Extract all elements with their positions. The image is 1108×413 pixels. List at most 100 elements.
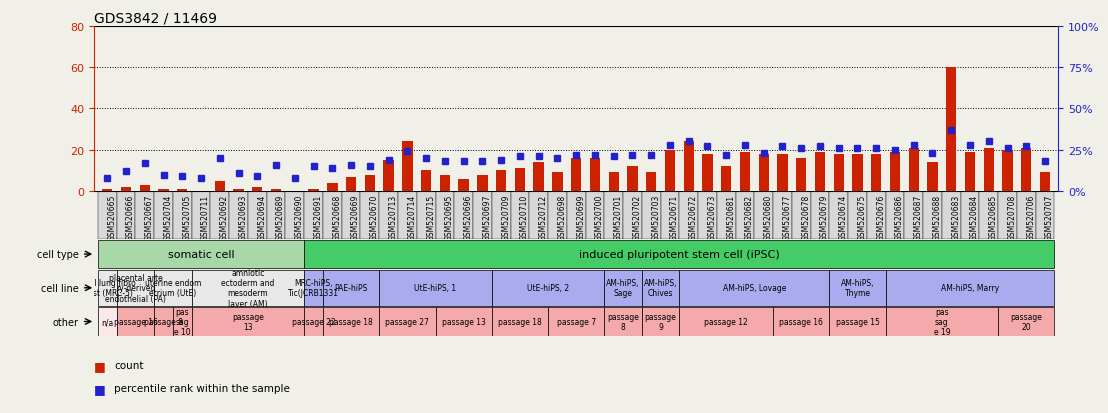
Text: GSM520691: GSM520691 <box>314 194 322 240</box>
Text: GSM520679: GSM520679 <box>820 194 829 240</box>
Bar <box>830 307 885 336</box>
Bar <box>271 190 281 192</box>
Text: GSM520687: GSM520687 <box>914 194 923 240</box>
Bar <box>341 192 360 240</box>
Text: GSM520701: GSM520701 <box>614 194 623 240</box>
Bar <box>608 173 619 192</box>
Bar <box>759 154 769 192</box>
Text: GSM520684: GSM520684 <box>970 194 979 240</box>
Bar <box>885 270 1055 306</box>
Bar <box>773 192 792 240</box>
Bar <box>679 192 698 240</box>
Bar <box>248 192 267 240</box>
Text: GSM520710: GSM520710 <box>520 194 529 240</box>
Bar <box>173 192 192 240</box>
Text: GSM520707: GSM520707 <box>1045 194 1054 240</box>
Text: GSM520709: GSM520709 <box>501 194 510 240</box>
Bar <box>173 307 192 336</box>
Text: UtE-hiPS, 1: UtE-hiPS, 1 <box>414 284 456 292</box>
Bar <box>890 152 900 192</box>
Text: pas
sag
e 10: pas sag e 10 <box>174 307 191 337</box>
Text: passage
8: passage 8 <box>607 312 639 331</box>
Bar <box>116 192 135 240</box>
Bar <box>492 192 511 240</box>
Text: GSM520673: GSM520673 <box>707 194 717 240</box>
Text: GDS3842 / 11469: GDS3842 / 11469 <box>94 12 217 26</box>
Text: UtE-hiPS, 2: UtE-hiPS, 2 <box>527 284 570 292</box>
Text: GSM520667: GSM520667 <box>145 194 154 240</box>
Bar <box>305 270 322 306</box>
Text: GSM520683: GSM520683 <box>952 194 961 240</box>
Text: GSM520666: GSM520666 <box>126 194 135 240</box>
Text: GSM520686: GSM520686 <box>895 194 904 240</box>
Bar <box>1022 148 1032 192</box>
Bar <box>435 307 492 336</box>
Bar <box>946 68 956 192</box>
Bar <box>478 175 488 192</box>
Text: passage
20: passage 20 <box>1010 312 1043 331</box>
Bar <box>211 192 229 240</box>
Text: GSM520668: GSM520668 <box>332 194 341 240</box>
Bar <box>773 307 830 336</box>
Text: passage 16: passage 16 <box>113 317 157 326</box>
Text: ■: ■ <box>94 359 106 372</box>
Bar <box>698 192 717 240</box>
Bar <box>192 270 305 306</box>
Text: GSM520690: GSM520690 <box>295 194 304 240</box>
Bar <box>1036 192 1055 240</box>
Text: AM-hiPS,
Thyme: AM-hiPS, Thyme <box>841 278 874 298</box>
Bar <box>454 192 473 240</box>
Text: passage 18: passage 18 <box>497 317 542 326</box>
Bar <box>679 270 830 306</box>
Text: GSM520678: GSM520678 <box>801 194 810 240</box>
Bar <box>383 161 393 192</box>
Text: GSM520677: GSM520677 <box>782 194 791 240</box>
Text: passage 18: passage 18 <box>329 317 373 326</box>
Bar <box>305 240 1055 269</box>
Text: GSM520692: GSM520692 <box>219 194 229 240</box>
Text: passage 12: passage 12 <box>705 317 748 326</box>
Bar <box>604 307 642 336</box>
Text: GSM520713: GSM520713 <box>389 194 398 240</box>
Bar <box>305 307 322 336</box>
Bar <box>604 270 642 306</box>
Bar <box>379 192 398 240</box>
Bar <box>717 192 736 240</box>
Bar <box>121 188 131 192</box>
Bar <box>511 192 530 240</box>
Bar <box>871 154 881 192</box>
Bar <box>942 192 961 240</box>
Bar <box>192 192 211 240</box>
Bar <box>459 179 469 192</box>
Bar <box>192 307 305 336</box>
Text: other: other <box>53 317 79 327</box>
Text: GSM520702: GSM520702 <box>633 194 642 240</box>
Bar <box>177 190 187 192</box>
Bar <box>792 192 811 240</box>
Bar <box>679 307 773 336</box>
Bar <box>642 307 679 336</box>
Bar <box>866 192 885 240</box>
Text: AM-hiPS,
Chives: AM-hiPS, Chives <box>644 278 677 298</box>
Bar <box>346 177 357 192</box>
Bar <box>1017 192 1036 240</box>
Text: PAE-hiPS: PAE-hiPS <box>335 284 368 292</box>
Bar <box>267 192 286 240</box>
Bar <box>721 167 731 192</box>
Text: induced pluripotent stem cell (iPSC): induced pluripotent stem cell (iPSC) <box>579 249 780 259</box>
Bar <box>154 270 192 306</box>
Text: GSM520681: GSM520681 <box>726 194 736 240</box>
Bar <box>215 181 225 192</box>
Bar <box>435 192 454 240</box>
Bar <box>1003 150 1013 192</box>
Bar <box>360 192 379 240</box>
Bar <box>515 169 525 192</box>
Bar <box>627 167 637 192</box>
Bar <box>979 192 998 240</box>
Text: GSM520682: GSM520682 <box>745 194 753 240</box>
Text: GSM520675: GSM520675 <box>858 194 866 240</box>
Bar <box>665 150 675 192</box>
Bar <box>530 192 548 240</box>
Text: GSM520693: GSM520693 <box>238 194 247 240</box>
Bar <box>379 307 435 336</box>
